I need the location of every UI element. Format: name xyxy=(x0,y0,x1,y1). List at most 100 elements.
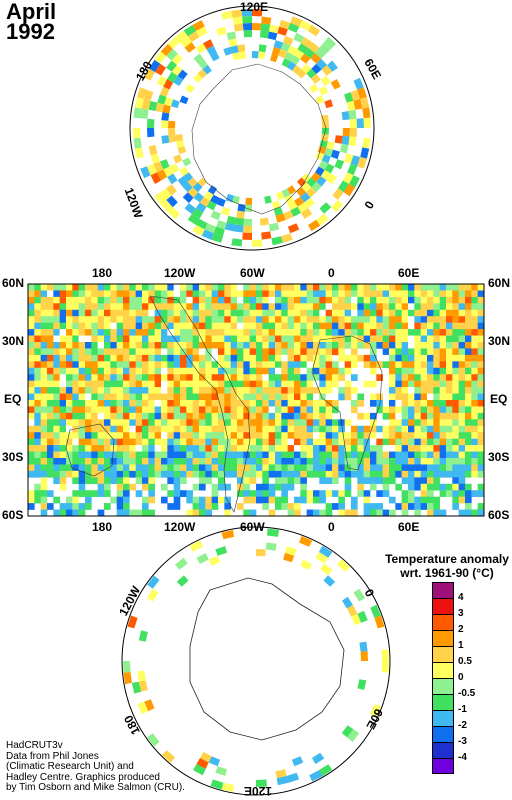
anomaly-cell xyxy=(363,470,371,478)
anomaly-cell xyxy=(97,412,105,420)
anomaly-cell xyxy=(154,464,162,472)
anomaly-cell xyxy=(135,367,143,375)
anomaly-cell xyxy=(363,380,371,388)
anomaly-cell xyxy=(300,53,311,64)
anomaly-cell xyxy=(47,451,54,459)
anomaly-cell xyxy=(34,483,41,491)
anomaly-cell xyxy=(471,464,478,472)
anomaly-cell xyxy=(382,387,390,394)
anomaly-cell xyxy=(154,284,162,291)
anomaly-cell xyxy=(53,290,60,298)
anomaly-cell xyxy=(187,177,198,188)
anomaly-cell xyxy=(294,432,301,439)
anomaly-cell xyxy=(230,322,238,330)
anomaly-cell xyxy=(249,477,257,485)
anomaly-cell xyxy=(319,470,326,478)
anomaly-cell xyxy=(357,610,368,623)
anomaly-cell xyxy=(123,406,130,414)
anomaly-cell xyxy=(262,496,269,504)
anomaly-cell xyxy=(192,361,200,369)
anomaly-cell xyxy=(357,490,364,497)
anomaly-cell xyxy=(129,393,136,401)
anomaly-cell xyxy=(28,503,35,510)
anomaly-cell xyxy=(427,361,434,369)
anomaly-cell xyxy=(327,60,338,72)
anomaly-cell xyxy=(205,464,212,472)
anomaly-cell xyxy=(154,380,162,388)
anomaly-cell xyxy=(224,393,231,401)
anomaly-cell xyxy=(211,412,219,420)
anomaly-cell xyxy=(72,361,79,369)
anomaly-cell xyxy=(167,451,174,459)
legend-swatch xyxy=(432,678,454,694)
anomaly-cell xyxy=(154,470,162,478)
anomaly-cell xyxy=(237,374,244,381)
anomaly-cell xyxy=(300,316,307,323)
anomaly-cell xyxy=(91,406,98,414)
anomaly-cell xyxy=(185,83,195,93)
anomaly-cell xyxy=(91,309,98,317)
anomaly-cell xyxy=(59,464,67,472)
anomaly-cell xyxy=(344,458,352,465)
anomaly-cell xyxy=(173,367,181,375)
anomaly-cell xyxy=(110,432,117,439)
anomaly-cell xyxy=(344,342,352,349)
anomaly-cell xyxy=(281,348,288,356)
anomaly-cell xyxy=(97,438,105,446)
anomaly-cell xyxy=(258,44,267,53)
anomaly-cell xyxy=(452,387,459,394)
anomaly-cell xyxy=(59,509,67,516)
anomaly-cell xyxy=(287,464,295,472)
anomaly-cell xyxy=(294,284,301,291)
anomaly-cell xyxy=(401,477,409,485)
anomaly-cell xyxy=(186,470,193,478)
anomaly-cell xyxy=(287,354,295,362)
anomaly-cell xyxy=(313,284,320,291)
anomaly-cell xyxy=(376,509,383,516)
anomaly-cell xyxy=(193,192,204,203)
anomaly-cell xyxy=(262,329,269,336)
anomaly-cell xyxy=(147,575,160,589)
anomaly-cell xyxy=(294,419,301,427)
anomaly-cell xyxy=(97,490,105,497)
anomaly-cell xyxy=(167,296,174,304)
anomaly-cell xyxy=(243,419,250,427)
anomaly-cell xyxy=(401,451,409,459)
anomaly-cell xyxy=(142,329,149,336)
anomaly-cell xyxy=(395,470,402,478)
anomaly-cell xyxy=(363,290,371,298)
anomaly-cell xyxy=(275,322,282,330)
anomaly-cell xyxy=(334,159,345,170)
anomaly-cell xyxy=(420,335,428,343)
anomaly-cell xyxy=(471,348,478,356)
anomaly-cell xyxy=(116,284,124,291)
legend-label: -4 xyxy=(458,752,467,763)
anomaly-cell xyxy=(199,393,206,401)
anomaly-cell xyxy=(325,387,333,394)
anomaly-cell xyxy=(159,159,170,170)
anomaly-cell xyxy=(78,303,86,311)
anomaly-cell xyxy=(230,342,238,349)
anomaly-cell xyxy=(180,412,187,420)
anomaly-cell xyxy=(186,367,193,375)
anomaly-cell xyxy=(477,296,484,304)
anomaly-cell xyxy=(446,400,453,407)
anomaly-cell xyxy=(433,348,440,356)
anomaly-cell xyxy=(338,296,345,304)
anomaly-cell xyxy=(135,290,143,298)
anomaly-cell xyxy=(433,483,440,491)
anomaly-cell xyxy=(414,380,421,388)
anomaly-cell xyxy=(313,464,320,472)
anomaly-cell xyxy=(180,432,187,439)
anomaly-cell xyxy=(319,316,326,323)
anomaly-cell xyxy=(210,194,220,205)
anomaly-cell xyxy=(433,425,440,433)
anomaly-cell xyxy=(123,419,130,427)
anomaly-cell xyxy=(104,316,111,323)
anomaly-cell xyxy=(167,290,174,298)
anomaly-cell xyxy=(199,361,206,369)
anomaly-cell xyxy=(161,400,168,407)
anomaly-cell xyxy=(300,387,307,394)
anomaly-cell xyxy=(193,73,203,83)
anomaly-cell xyxy=(66,380,73,388)
